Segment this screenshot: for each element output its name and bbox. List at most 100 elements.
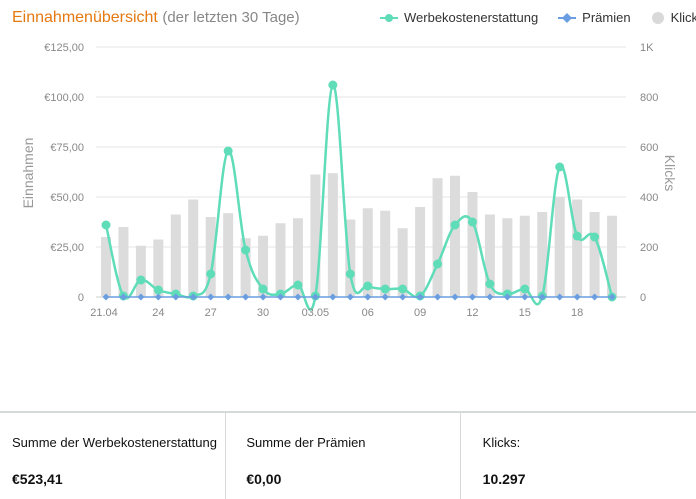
praemien-point [573, 293, 581, 301]
klicks-bar [397, 228, 408, 297]
klicks-bar [223, 213, 234, 297]
praemien-point [137, 293, 145, 301]
praemien-point [329, 293, 337, 301]
klicks-bar [345, 219, 356, 297]
klicks-bar [170, 214, 181, 297]
praemien-point [416, 293, 424, 301]
legend-item-klicks[interactable]: Klicks [651, 10, 696, 25]
x-tick-label: 27 [205, 307, 217, 319]
praemien-point [538, 293, 546, 301]
praemien-point [364, 293, 372, 301]
klicks-bar [101, 237, 111, 297]
klicks-bar [205, 217, 216, 297]
praemien-point [119, 293, 127, 301]
praemien-point [294, 293, 302, 301]
werbekostenerstattung-point [398, 284, 408, 294]
summary-panel: Summe der Werbekostenerstattung €523,41 … [0, 411, 696, 499]
praemien-point [556, 293, 564, 301]
klicks-bar [380, 210, 391, 297]
praemien-point [608, 293, 616, 301]
klicks-bar [607, 215, 618, 297]
praemien-point [381, 293, 389, 301]
earnings-chart: €125,00 €100,00 €75,00 €50,00 €25,00 0 1K 800 6… [20, 42, 678, 319]
circle-icon [651, 11, 664, 24]
y-left-tick-label: €75,00 [50, 142, 84, 154]
werbekostenerstattung-point [363, 281, 373, 291]
praemien-point [154, 293, 162, 301]
praemien-point [311, 293, 319, 301]
line-series [101, 80, 617, 311]
werbekostenerstattung-point [206, 269, 216, 279]
werbekostenerstattung-point [450, 220, 460, 230]
y-axis-right: 1K 800 600 400 200 0 [640, 42, 658, 304]
y-right-tick-label: 800 [640, 92, 658, 104]
werbekostenerstattung-point [241, 245, 251, 255]
werbekostenerstattung-point [328, 80, 338, 90]
y-axis-left-title: Einnahmen [20, 138, 36, 209]
klicks-bar [153, 239, 164, 297]
werbekostenerstattung-point [345, 269, 355, 279]
x-tick-label: 15 [519, 307, 531, 319]
praemien-point [172, 293, 180, 301]
summary-werbekostenerstattung: Summe der Werbekostenerstattung €523,41 [0, 413, 227, 499]
klicks-bar [118, 227, 129, 297]
klicks-bar [502, 218, 513, 297]
y-axis-left: €125,00 €100,00 €75,00 €50,00 €25,00 0 [44, 42, 84, 304]
klicks-bar [258, 235, 269, 297]
klicks-bars [101, 173, 618, 297]
praemien-point [486, 293, 494, 301]
summary-praemien: Summe der Prämien €0,00 [226, 413, 461, 499]
praemien-point [591, 293, 599, 301]
y-left-tick-label: €100,00 [44, 92, 84, 104]
legend-label: Werbekostenerstattung [404, 10, 539, 25]
werbekostenerstattung-point [153, 285, 163, 295]
x-axis: 21.04 24 27 30 03.05 06 09 12 15 18 [90, 307, 583, 319]
werbekostenerstattung-point [293, 280, 303, 290]
legend-item-werbekostenerstattung[interactable]: Werbekostenerstattung [380, 10, 538, 25]
klicks-bar [537, 212, 548, 297]
klicks-bar [292, 218, 303, 297]
praemien-point [189, 293, 197, 301]
klicks-bar [519, 215, 530, 297]
praemien-point [102, 293, 110, 301]
summary-label: Summe der Prämien [246, 435, 366, 450]
summary-label: Summe der Werbekostenerstattung [12, 435, 217, 450]
klicks-bar [450, 175, 460, 297]
klicks-bar [432, 178, 443, 297]
chart-legend: Werbekostenerstattung Prämien Klicks [380, 10, 696, 25]
klicks-bar [415, 207, 426, 297]
werbekostenerstattung-point [467, 217, 477, 227]
praemien-point [346, 293, 354, 301]
summary-klicks: Klicks: 10.297 [461, 413, 696, 499]
y-left-tick-label: €50,00 [50, 192, 84, 204]
page-title: Einnahmenübersicht [12, 9, 158, 26]
werbekostenerstattung-point [223, 146, 233, 156]
praemien-point [399, 293, 407, 301]
y-right-tick-label: 1K [640, 42, 654, 54]
klicks-bar [188, 199, 199, 297]
werbekostenerstattung-point [572, 231, 582, 241]
legend-label: Prämien [582, 10, 631, 25]
werbekostenerstattung-point [590, 232, 600, 242]
summary-label: Klicks: [482, 435, 521, 450]
summary-value: €0,00 [246, 471, 282, 487]
legend-item-praemien[interactable]: Prämien [558, 10, 631, 25]
x-tick-label: 30 [257, 307, 269, 319]
praemien-point [434, 293, 442, 301]
y-right-tick-label: 400 [640, 192, 658, 204]
praemien-point [451, 293, 459, 301]
y-axis-right-title: Klicks [662, 155, 678, 192]
x-tick-label: 21.04 [90, 307, 118, 319]
y-left-tick-label: 0 [78, 292, 84, 304]
praemien-point [242, 293, 250, 301]
werbekostenerstattung-point [136, 275, 146, 285]
x-tick-label: 06 [362, 307, 374, 319]
klicks-bar [589, 212, 600, 297]
praemien-point [224, 293, 232, 301]
werbekostenerstattung-point [433, 259, 443, 269]
praemien-point [277, 293, 284, 301]
page-subtitle: (der letzten 30 Tage) [162, 9, 300, 26]
werbekostenerstattung-point [258, 284, 268, 294]
klicks-bar [327, 173, 338, 297]
praemien-point [259, 293, 267, 301]
